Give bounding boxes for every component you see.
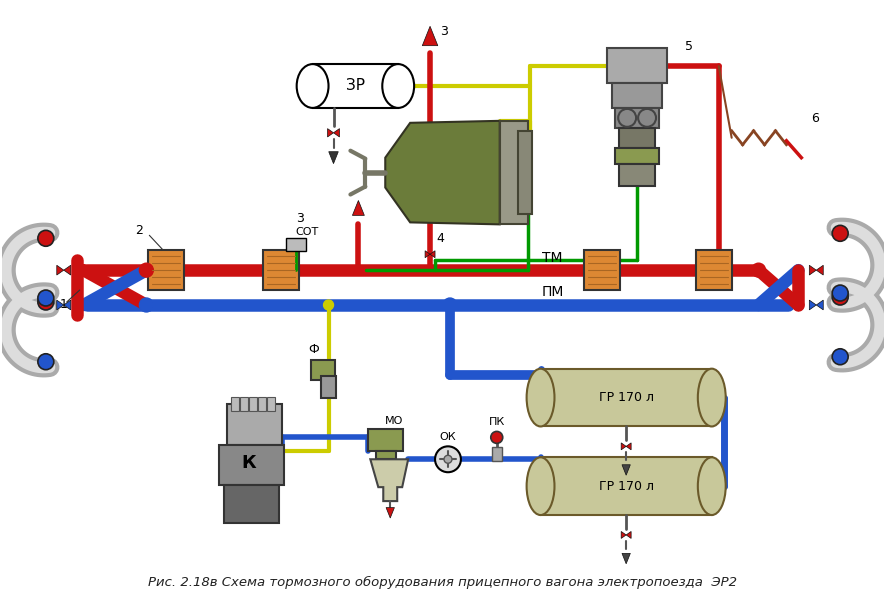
Bar [224,485,279,523]
Circle shape [139,263,153,277]
Circle shape [435,446,461,472]
Circle shape [38,294,54,310]
Text: ОК: ОК [439,432,456,443]
Polygon shape [430,251,435,258]
Circle shape [832,285,848,301]
Text: ГР 170 л: ГР 170 л [599,391,654,404]
Text: ТМ: ТМ [541,251,562,265]
Bar [219,446,284,485]
Polygon shape [622,465,630,475]
Bar [612,83,662,108]
Ellipse shape [698,368,726,427]
Bar [696,250,732,290]
Bar [607,48,667,83]
Bar [249,396,257,410]
Bar [311,360,336,379]
Bar [321,376,337,398]
Text: 6: 6 [812,112,820,126]
Bar [377,452,396,459]
Bar [619,128,655,148]
Bar [500,121,527,225]
Circle shape [618,109,636,127]
Text: 2: 2 [136,224,144,237]
Text: ГР 170 л: ГР 170 л [599,480,654,493]
Bar [231,396,239,410]
Bar [258,396,266,410]
Ellipse shape [526,457,555,515]
Text: 5: 5 [685,39,693,53]
Polygon shape [64,265,71,275]
Bar [148,250,184,290]
Text: ЗР: ЗР [346,78,365,93]
Polygon shape [57,300,64,310]
Polygon shape [370,459,408,501]
Bar [517,131,532,214]
Polygon shape [621,443,626,450]
Polygon shape [621,532,626,538]
Polygon shape [425,251,430,258]
Circle shape [38,354,54,370]
Circle shape [832,289,848,305]
Polygon shape [328,129,333,137]
Polygon shape [64,300,71,310]
Bar [540,457,711,515]
Circle shape [751,263,766,277]
Text: К: К [242,454,256,472]
Polygon shape [816,300,823,310]
Polygon shape [626,443,631,450]
Ellipse shape [382,64,414,108]
Circle shape [38,230,54,246]
Circle shape [38,290,54,306]
Circle shape [832,225,848,242]
Text: 3: 3 [440,25,448,38]
Bar [585,250,620,290]
Bar [285,239,306,251]
Bar [615,108,659,128]
Polygon shape [385,121,500,225]
Bar [267,396,275,410]
Polygon shape [622,554,630,564]
Polygon shape [353,200,364,215]
Text: 1: 1 [60,299,67,311]
Bar [263,250,299,290]
Bar [619,164,655,186]
Text: МО: МО [385,416,404,427]
Polygon shape [329,152,338,164]
Bar [240,396,248,410]
Text: ПК: ПК [488,418,505,427]
Text: 4: 4 [436,232,444,245]
Bar [227,404,282,446]
Circle shape [832,349,848,365]
Ellipse shape [526,368,555,427]
Text: Рис. 2.18в Схема тормозного оборудования прицепного вагона электропоезда  ЭР2: Рис. 2.18в Схема тормозного оборудования… [149,575,737,589]
Polygon shape [423,26,438,46]
Bar [369,429,403,452]
Ellipse shape [698,457,726,515]
Polygon shape [816,265,823,275]
Polygon shape [57,265,64,275]
Polygon shape [626,532,631,538]
Polygon shape [333,129,339,137]
Circle shape [638,109,656,127]
Bar [615,148,659,164]
Text: Ф: Ф [308,344,319,356]
Circle shape [323,300,333,310]
Bar [313,64,398,108]
Circle shape [491,432,502,443]
Circle shape [444,455,452,463]
Circle shape [443,298,457,312]
Polygon shape [809,265,816,275]
Text: СОТ: СОТ [296,228,319,237]
Bar [540,368,711,427]
Text: ПМ: ПМ [541,285,563,299]
Polygon shape [809,300,816,310]
Bar [492,447,501,461]
Text: 3: 3 [296,212,304,225]
Ellipse shape [297,64,329,108]
Circle shape [139,298,153,312]
Polygon shape [386,507,394,518]
